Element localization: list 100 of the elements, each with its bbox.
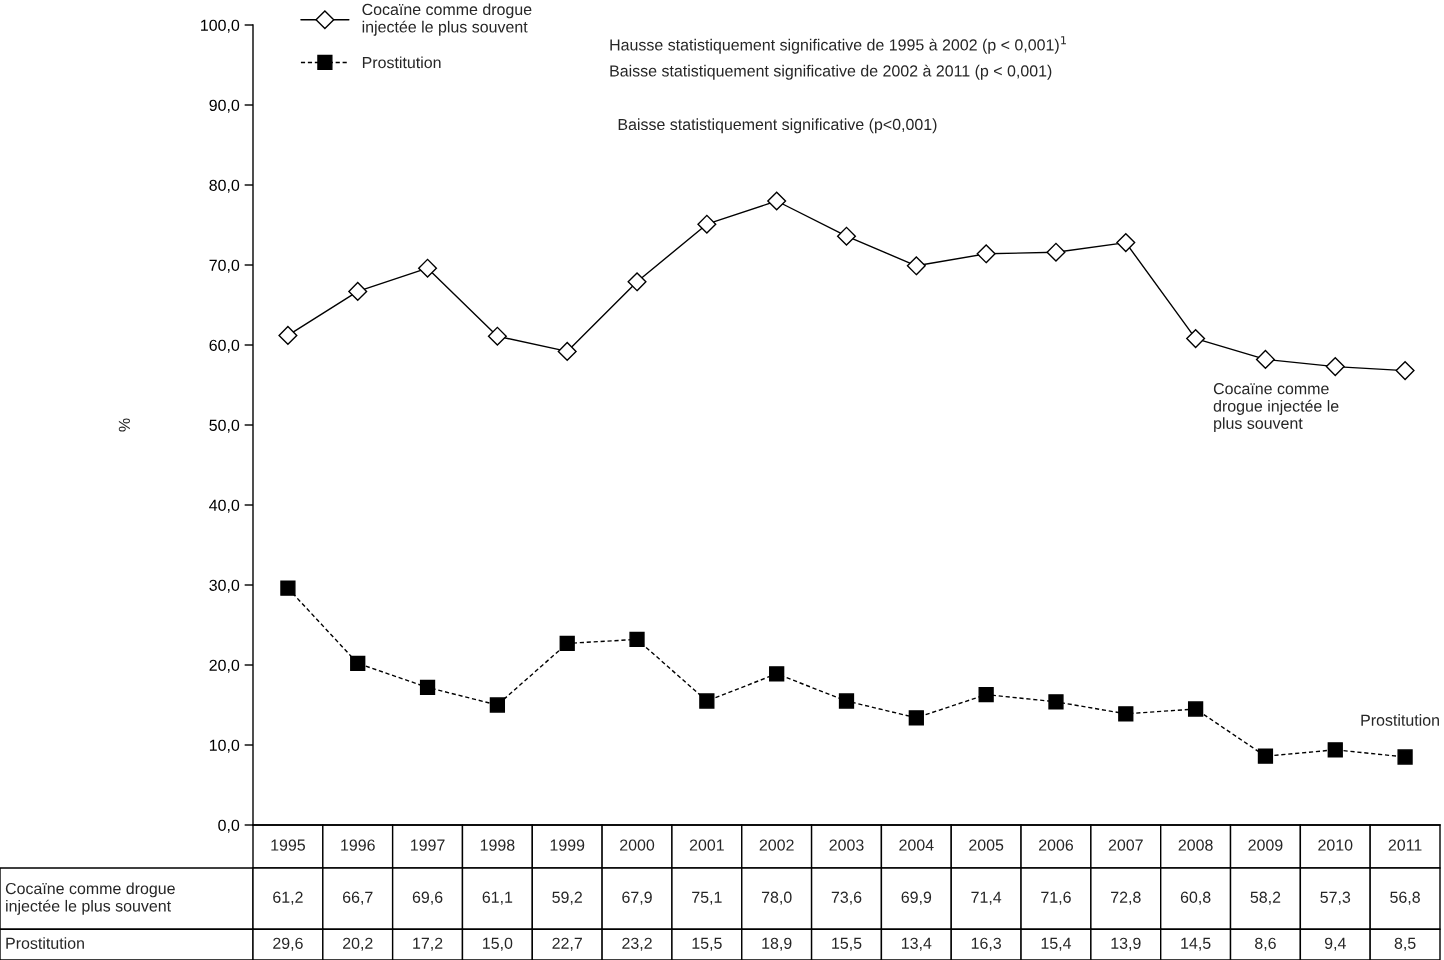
data-label: 66,7: [343, 891, 373, 905]
text: Prostitution: [6, 937, 84, 949]
data-label: 9,4: [1324, 937, 1346, 951]
data-label: 18,9: [762, 937, 792, 951]
legend-label: Cocaïne comme drogue injectée le plus souvent: [362, 3, 532, 36]
point: [1327, 742, 1343, 758]
data-label: 67,9: [622, 891, 652, 905]
point: [489, 697, 506, 713]
y-tick-label: 10,0: [209, 739, 240, 753]
point: [1395, 361, 1415, 381]
point: [1257, 748, 1274, 764]
data-label: 72,8: [1111, 891, 1141, 905]
text: Prostitution: [1361, 714, 1439, 726]
x-tick-label: 1997: [411, 839, 445, 851]
data-label: 58,2: [1250, 891, 1281, 905]
point: [1186, 329, 1206, 349]
y-tick-label: 40,0: [209, 499, 240, 513]
data-label: 69,9: [901, 891, 932, 905]
x-tick-label: 2001: [689, 839, 724, 851]
x-tick-label: 1999: [550, 839, 585, 851]
point: [419, 679, 436, 696]
data-label: 8,6: [1255, 937, 1276, 951]
point: [629, 631, 645, 648]
x-tick-label: 1998: [480, 839, 515, 851]
data-label: 14,5: [1181, 937, 1211, 951]
point: [280, 580, 296, 596]
data-label: 15,4: [1041, 937, 1072, 951]
x-tick-label: 1995: [271, 839, 306, 851]
point: [906, 256, 926, 276]
x-tick-label: 2006: [1039, 839, 1074, 851]
x-tick-label: 2008: [1178, 839, 1213, 851]
y-tick-label: 70,0: [209, 259, 240, 273]
data-label: 73,6: [831, 891, 862, 905]
x-tick-label: 2005: [969, 839, 1004, 851]
data-label: 71,6: [1041, 891, 1071, 905]
data-label: 16,3: [971, 937, 1001, 951]
y-tick-label: 20,0: [209, 659, 240, 673]
y-tick-label: 50,0: [209, 419, 240, 433]
point: [1325, 357, 1345, 377]
point: [557, 341, 577, 361]
data-label: 59,2: [552, 891, 582, 905]
point: [767, 191, 787, 211]
y-tick-label: 60,0: [209, 339, 240, 353]
point: [487, 326, 507, 346]
point: [1397, 749, 1413, 765]
text: Cocaïne comme drogue injectée le plus souvent: [5, 882, 175, 915]
data-label: 15,0: [483, 937, 513, 951]
point: [278, 325, 298, 345]
data-label: 13,9: [1111, 937, 1141, 951]
y-tick-label: 30,0: [209, 579, 240, 593]
text: Cocaïne comme drogue injectée le plus souvent: [1213, 383, 1339, 433]
point: [1116, 233, 1136, 253]
data-label: 57,3: [1320, 891, 1351, 905]
data-label: 56,8: [1390, 891, 1420, 905]
point: [348, 281, 368, 301]
data-label: 61,2: [273, 891, 303, 905]
data-label: 29,6: [273, 937, 303, 951]
y-axis-title: %: [118, 418, 130, 432]
point: [1048, 694, 1064, 710]
point: [697, 214, 717, 234]
y-tick-label: 0,0: [218, 819, 240, 833]
point: [769, 666, 785, 682]
point: [559, 635, 575, 652]
x-tick-label: 2011: [1388, 839, 1422, 851]
point: [418, 258, 438, 278]
point: [1255, 349, 1275, 369]
data-label: 20,2: [343, 937, 373, 951]
point: [836, 226, 857, 246]
data-label: 78,0: [761, 891, 792, 905]
point: [978, 686, 994, 703]
y-tick-label: 80,0: [209, 179, 240, 193]
point: [350, 655, 366, 672]
data-label: 13,4: [902, 937, 932, 951]
annotation: Baisse statistiquement significative de 2002 à 2011 (p < 0,001): [610, 64, 1052, 80]
point: [699, 693, 715, 709]
data-label: 60,8: [1180, 891, 1211, 905]
data-label: 15,5: [832, 937, 862, 951]
point: [838, 693, 855, 709]
x-tick-label: 2003: [829, 839, 864, 851]
x-tick-label: 2004: [899, 839, 934, 851]
data-label: 75,1: [692, 891, 722, 905]
x-tick-label: 2007: [1108, 839, 1143, 851]
legend-label: Prostitution: [362, 56, 441, 69]
x-tick-label: 2010: [1318, 839, 1353, 851]
y-tick-label: 90,0: [209, 99, 240, 113]
x-tick-label: 2000: [620, 839, 655, 851]
data-label: 23,2: [622, 937, 652, 951]
data-label: 71,4: [971, 891, 1002, 905]
point: [908, 710, 924, 726]
x-tick-label: 2009: [1248, 839, 1283, 851]
x-tick-label: 2002: [759, 839, 794, 851]
data-label: 8,5: [1394, 937, 1416, 951]
x-tick-label: 1996: [341, 839, 375, 851]
annotation: Hausse statistiquement significative de 1995 à 2002 (p < 0,001)$^{1}$: [610, 36, 1066, 54]
point: [1187, 701, 1204, 717]
data-label: 61,1: [482, 891, 513, 905]
data-label: 15,5: [692, 937, 722, 951]
data-label: 69,6: [412, 891, 443, 905]
point: [1118, 706, 1134, 722]
annotation: Baisse statistiquement significative (p<0,001): [618, 118, 937, 134]
